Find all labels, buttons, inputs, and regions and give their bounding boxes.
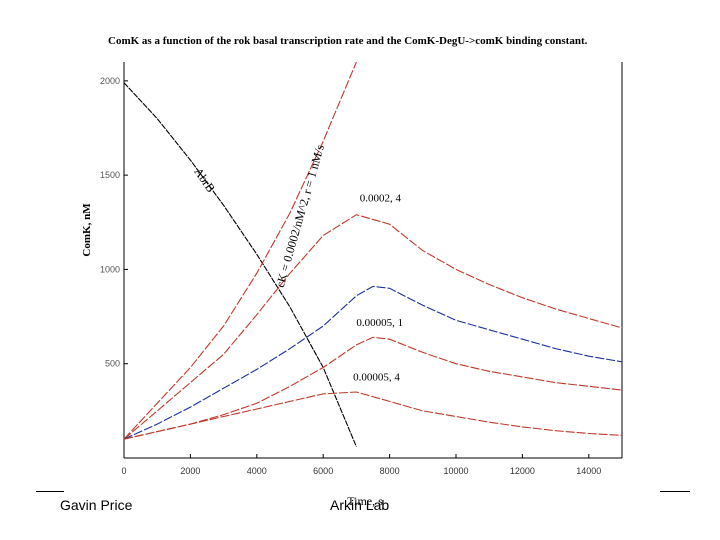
x-tick-label: 10000 (443, 466, 468, 476)
x-tick-label: 14000 (576, 466, 601, 476)
y-ticks: 500 1000 1500 2000 (100, 76, 128, 369)
x-tick-label: 0 (121, 466, 126, 476)
footer-rule-right (660, 491, 690, 492)
series-line-4 (123, 336, 623, 440)
x-ticks: 0 2000 4000 6000 8000 10000 12000 14000 (121, 454, 601, 476)
series-label-0.0002-4: 0.0002, 4 (360, 193, 402, 205)
y-tick-label: 500 (105, 359, 120, 369)
labels-layer: AbrB cK = 0.0002/nM^2, r = 1 nM/s 0.0002, … (191, 143, 403, 384)
x-tick-label: 8000 (380, 466, 400, 476)
y-tick-label: 1500 (100, 170, 120, 180)
series-line-5 (123, 391, 623, 440)
x-tick-label: 12000 (510, 466, 535, 476)
footer-author: Gavin Price (60, 497, 133, 513)
series-label-abrb: AbrB (191, 165, 218, 195)
x-tick-label: 6000 (313, 466, 333, 476)
x-tick-label: 2000 (180, 466, 200, 476)
series-label-0.00005-4: 0.00005, 4 (353, 372, 400, 384)
y-tick-label: 1000 (100, 264, 120, 274)
series-label-0.00005-1: 0.00005, 1 (356, 317, 403, 329)
series-line-0 (123, 82, 357, 447)
series-line-3 (123, 285, 623, 440)
y-axis-label: ComK, nM (81, 203, 93, 257)
x-axis-label: Time, s (347, 494, 383, 508)
series-line-2 (123, 214, 623, 440)
series-line-1 (123, 61, 357, 440)
chart-title: ComK as a function of the rok basal tran… (108, 35, 588, 47)
series-label-ck: cK = 0.0002/nM^2, r = 1 nM/s (273, 143, 327, 289)
footer-lab: Arkin Lab (330, 497, 390, 513)
footer-rule-left (36, 491, 64, 492)
series-layer (123, 61, 623, 447)
x-tick-label: 4000 (247, 466, 267, 476)
y-tick-label: 2000 (100, 76, 120, 86)
